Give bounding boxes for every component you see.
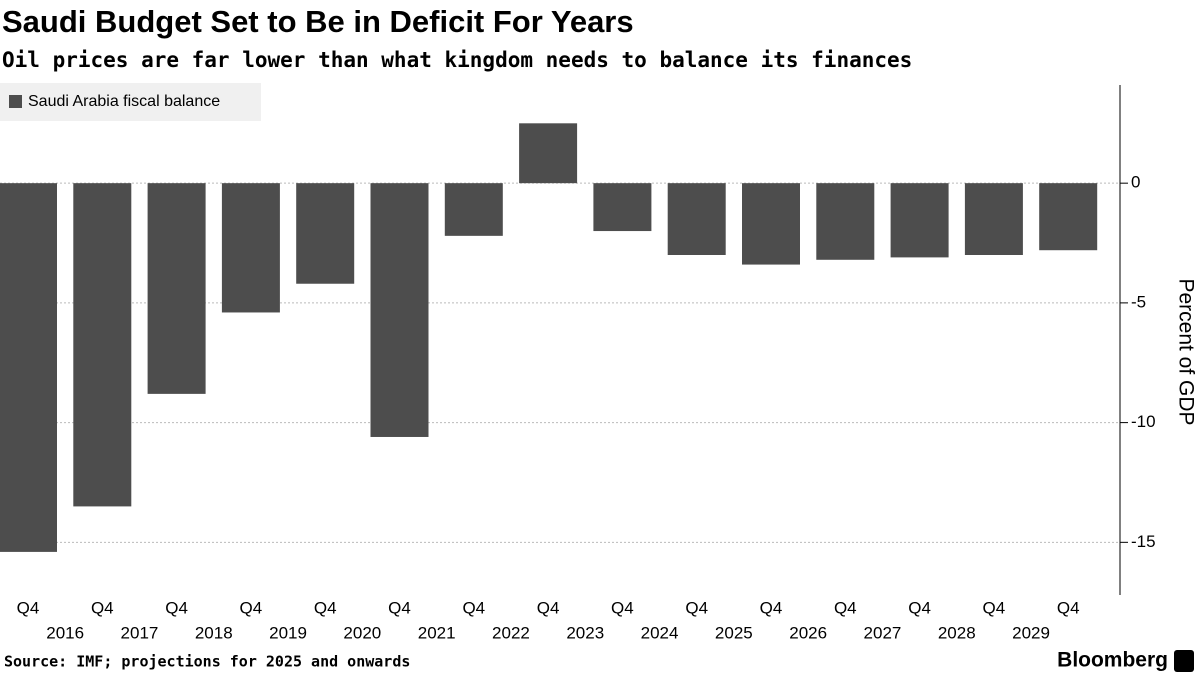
bar: [147, 183, 206, 394]
x-year-label: 2027: [864, 623, 902, 642]
bar: [667, 183, 726, 255]
bar: [890, 183, 949, 258]
x-tick-label: Q4: [834, 598, 857, 617]
x-year-label: 2024: [641, 623, 679, 642]
x-tick-label: Q4: [91, 598, 114, 617]
bar: [221, 183, 280, 313]
x-year-label: 2021: [418, 623, 456, 642]
x-year-label: 2019: [269, 623, 307, 642]
legend-label: Saudi Arabia fiscal balance: [28, 93, 220, 110]
x-tick-label: Q4: [462, 598, 485, 617]
x-year-label: 2018: [195, 623, 233, 642]
x-tick-label: Q4: [240, 598, 263, 617]
y-tick-label: 0: [1131, 173, 1140, 192]
legend-box: [0, 83, 261, 121]
x-year-label: 2028: [938, 623, 976, 642]
y-tick-label: -5: [1131, 292, 1146, 311]
bar: [73, 183, 132, 507]
chart-title: Saudi Budget Set to Be in Deficit For Ye…: [2, 4, 634, 39]
source-note: Source: IMF; projections for 2025 and on…: [4, 653, 410, 671]
bar: [370, 183, 429, 437]
bar: [742, 183, 800, 265]
x-tick-label: Q4: [1057, 598, 1080, 617]
x-year-label: 2026: [789, 623, 827, 642]
bar: [444, 183, 503, 236]
bar: [519, 123, 578, 184]
x-year-label: 2025: [715, 623, 753, 642]
x-tick-label: Q4: [983, 598, 1006, 617]
legend-swatch: [9, 95, 22, 108]
x-tick-label: Q4: [760, 598, 783, 617]
x-tick-label: Q4: [685, 598, 708, 617]
bar: [816, 183, 875, 260]
bar: [0, 183, 57, 552]
brand-icon: [1174, 650, 1194, 672]
x-year-label: 2017: [121, 623, 159, 642]
x-tick-label: Q4: [537, 598, 560, 617]
x-tick-label: Q4: [908, 598, 931, 617]
y-tick-label: -15: [1131, 532, 1156, 551]
chart-subtitle: Oil prices are far lower than what kingd…: [2, 48, 912, 72]
y-tick-label: -10: [1131, 412, 1156, 431]
x-tick-label: Q4: [17, 598, 40, 617]
bar: [593, 183, 652, 232]
x-year-label: 2020: [343, 623, 381, 642]
bar: [964, 183, 1023, 255]
x-tick-label: Q4: [388, 598, 411, 617]
x-tick-label: Q4: [611, 598, 634, 617]
x-tick-label: Q4: [314, 598, 337, 617]
bar: [296, 183, 355, 284]
x-year-label: 2023: [566, 623, 604, 642]
y-axis-label: Percent of GDP: [1174, 278, 1197, 425]
x-year-label: 2022: [492, 623, 530, 642]
x-tick-label: Q4: [165, 598, 188, 617]
x-year-label: 2029: [1012, 623, 1050, 642]
x-year-label: 2016: [46, 623, 84, 642]
brand-logo: Bloomberg: [1057, 649, 1168, 672]
bar: [1039, 183, 1098, 251]
